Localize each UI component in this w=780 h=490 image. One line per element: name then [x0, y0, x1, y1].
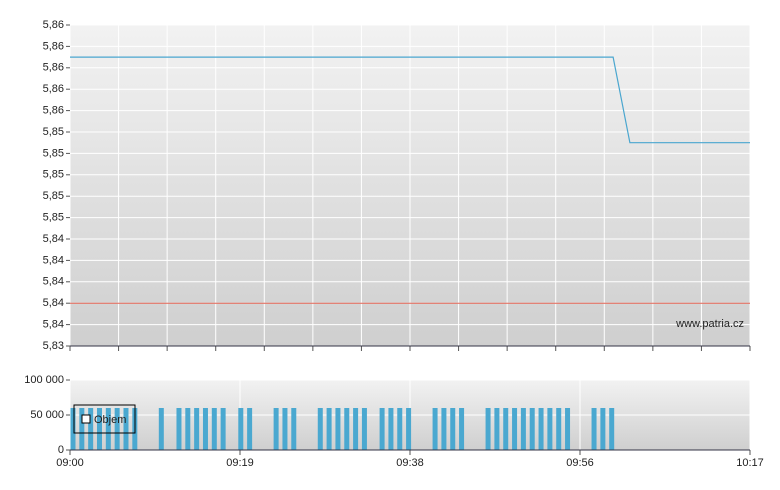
- volume-bar: [379, 408, 385, 450]
- x-tick-label: 10:17: [736, 457, 764, 469]
- volume-bar: [291, 408, 297, 450]
- volume-bar: [282, 408, 288, 450]
- y-tick-label: 5,84: [43, 319, 64, 331]
- volume-bar: [503, 408, 509, 450]
- volume-bar: [512, 408, 518, 450]
- y-tick-label: 5,86: [43, 83, 64, 95]
- y-tick-label: 5,85: [43, 169, 64, 181]
- y-tick-label: 5,84: [43, 254, 64, 266]
- y-tick-label: 5,86: [43, 105, 64, 117]
- x-tick-label: 09:19: [226, 457, 254, 469]
- volume-bar: [494, 408, 500, 450]
- volume-bar: [114, 408, 120, 450]
- legend-label: Objem: [94, 414, 126, 426]
- volume-bar: [485, 408, 491, 450]
- volume-bar: [96, 408, 102, 450]
- y-tick-label: 5,85: [43, 212, 64, 224]
- volume-bar: [353, 408, 359, 450]
- volume-bar: [520, 408, 526, 450]
- volume-bar: [335, 408, 341, 450]
- volume-bar: [344, 408, 350, 450]
- volume-bar: [388, 408, 394, 450]
- y-tick-label: 5,84: [43, 276, 64, 288]
- volume-bar: [273, 408, 279, 450]
- volume-bar: [211, 408, 217, 450]
- volume-bar: [326, 408, 332, 450]
- volume-bar: [441, 408, 447, 450]
- volume-bar: [317, 408, 323, 450]
- y-tick-label: 5,85: [43, 190, 64, 202]
- y-tick-label: 5,84: [43, 233, 64, 245]
- volume-bar: [194, 408, 200, 450]
- y-tick-label: 100 000: [24, 374, 64, 386]
- volume-bar: [220, 408, 226, 450]
- volume-bar: [450, 408, 456, 450]
- volume-bar: [459, 408, 465, 450]
- y-tick-label: 5,84: [43, 297, 64, 309]
- y-tick-label: 5,86: [43, 62, 64, 74]
- price-line: [70, 56, 750, 144]
- y-tick-label: 5,86: [43, 40, 64, 52]
- volume-bar: [406, 408, 412, 450]
- volume-bar: [600, 408, 606, 450]
- volume-bar: [529, 408, 535, 450]
- volume-bar: [556, 408, 562, 450]
- y-tick-label: 5,86: [43, 19, 64, 31]
- volume-bar: [547, 408, 553, 450]
- volume-bar: [176, 408, 182, 450]
- legend-box: [73, 404, 136, 434]
- x-tick-label: 09:56: [566, 457, 594, 469]
- x-tick-label: 09:00: [56, 457, 84, 469]
- volume-bar: [79, 408, 85, 450]
- volume-bar: [432, 408, 438, 450]
- volume-bar: [361, 408, 367, 450]
- volume-bar: [70, 408, 76, 450]
- legend-swatch: [81, 414, 91, 424]
- volume-bar: [123, 408, 129, 450]
- y-tick-label: 0: [58, 444, 64, 456]
- volume-bar: [238, 408, 244, 450]
- volume-bar: [88, 408, 94, 450]
- watermark: www.patria.cz: [675, 318, 744, 330]
- y-tick-label: 50 000: [30, 409, 64, 421]
- volume-bar: [565, 408, 571, 450]
- volume-bar: [538, 408, 544, 450]
- volume-bar: [185, 408, 191, 450]
- y-tick-label: 5,85: [43, 147, 64, 159]
- volume-bar: [202, 408, 208, 450]
- volume-bar: [247, 408, 253, 450]
- y-tick-label: 5,85: [43, 126, 64, 138]
- volume-bar: [609, 408, 615, 450]
- y-tick-label: 5,83: [43, 340, 64, 352]
- volume-bar: [397, 408, 403, 450]
- volume-bar: [591, 408, 597, 450]
- volume-bar: [158, 408, 164, 450]
- volume-bar: [105, 408, 111, 450]
- x-tick-label: 09:38: [396, 457, 424, 469]
